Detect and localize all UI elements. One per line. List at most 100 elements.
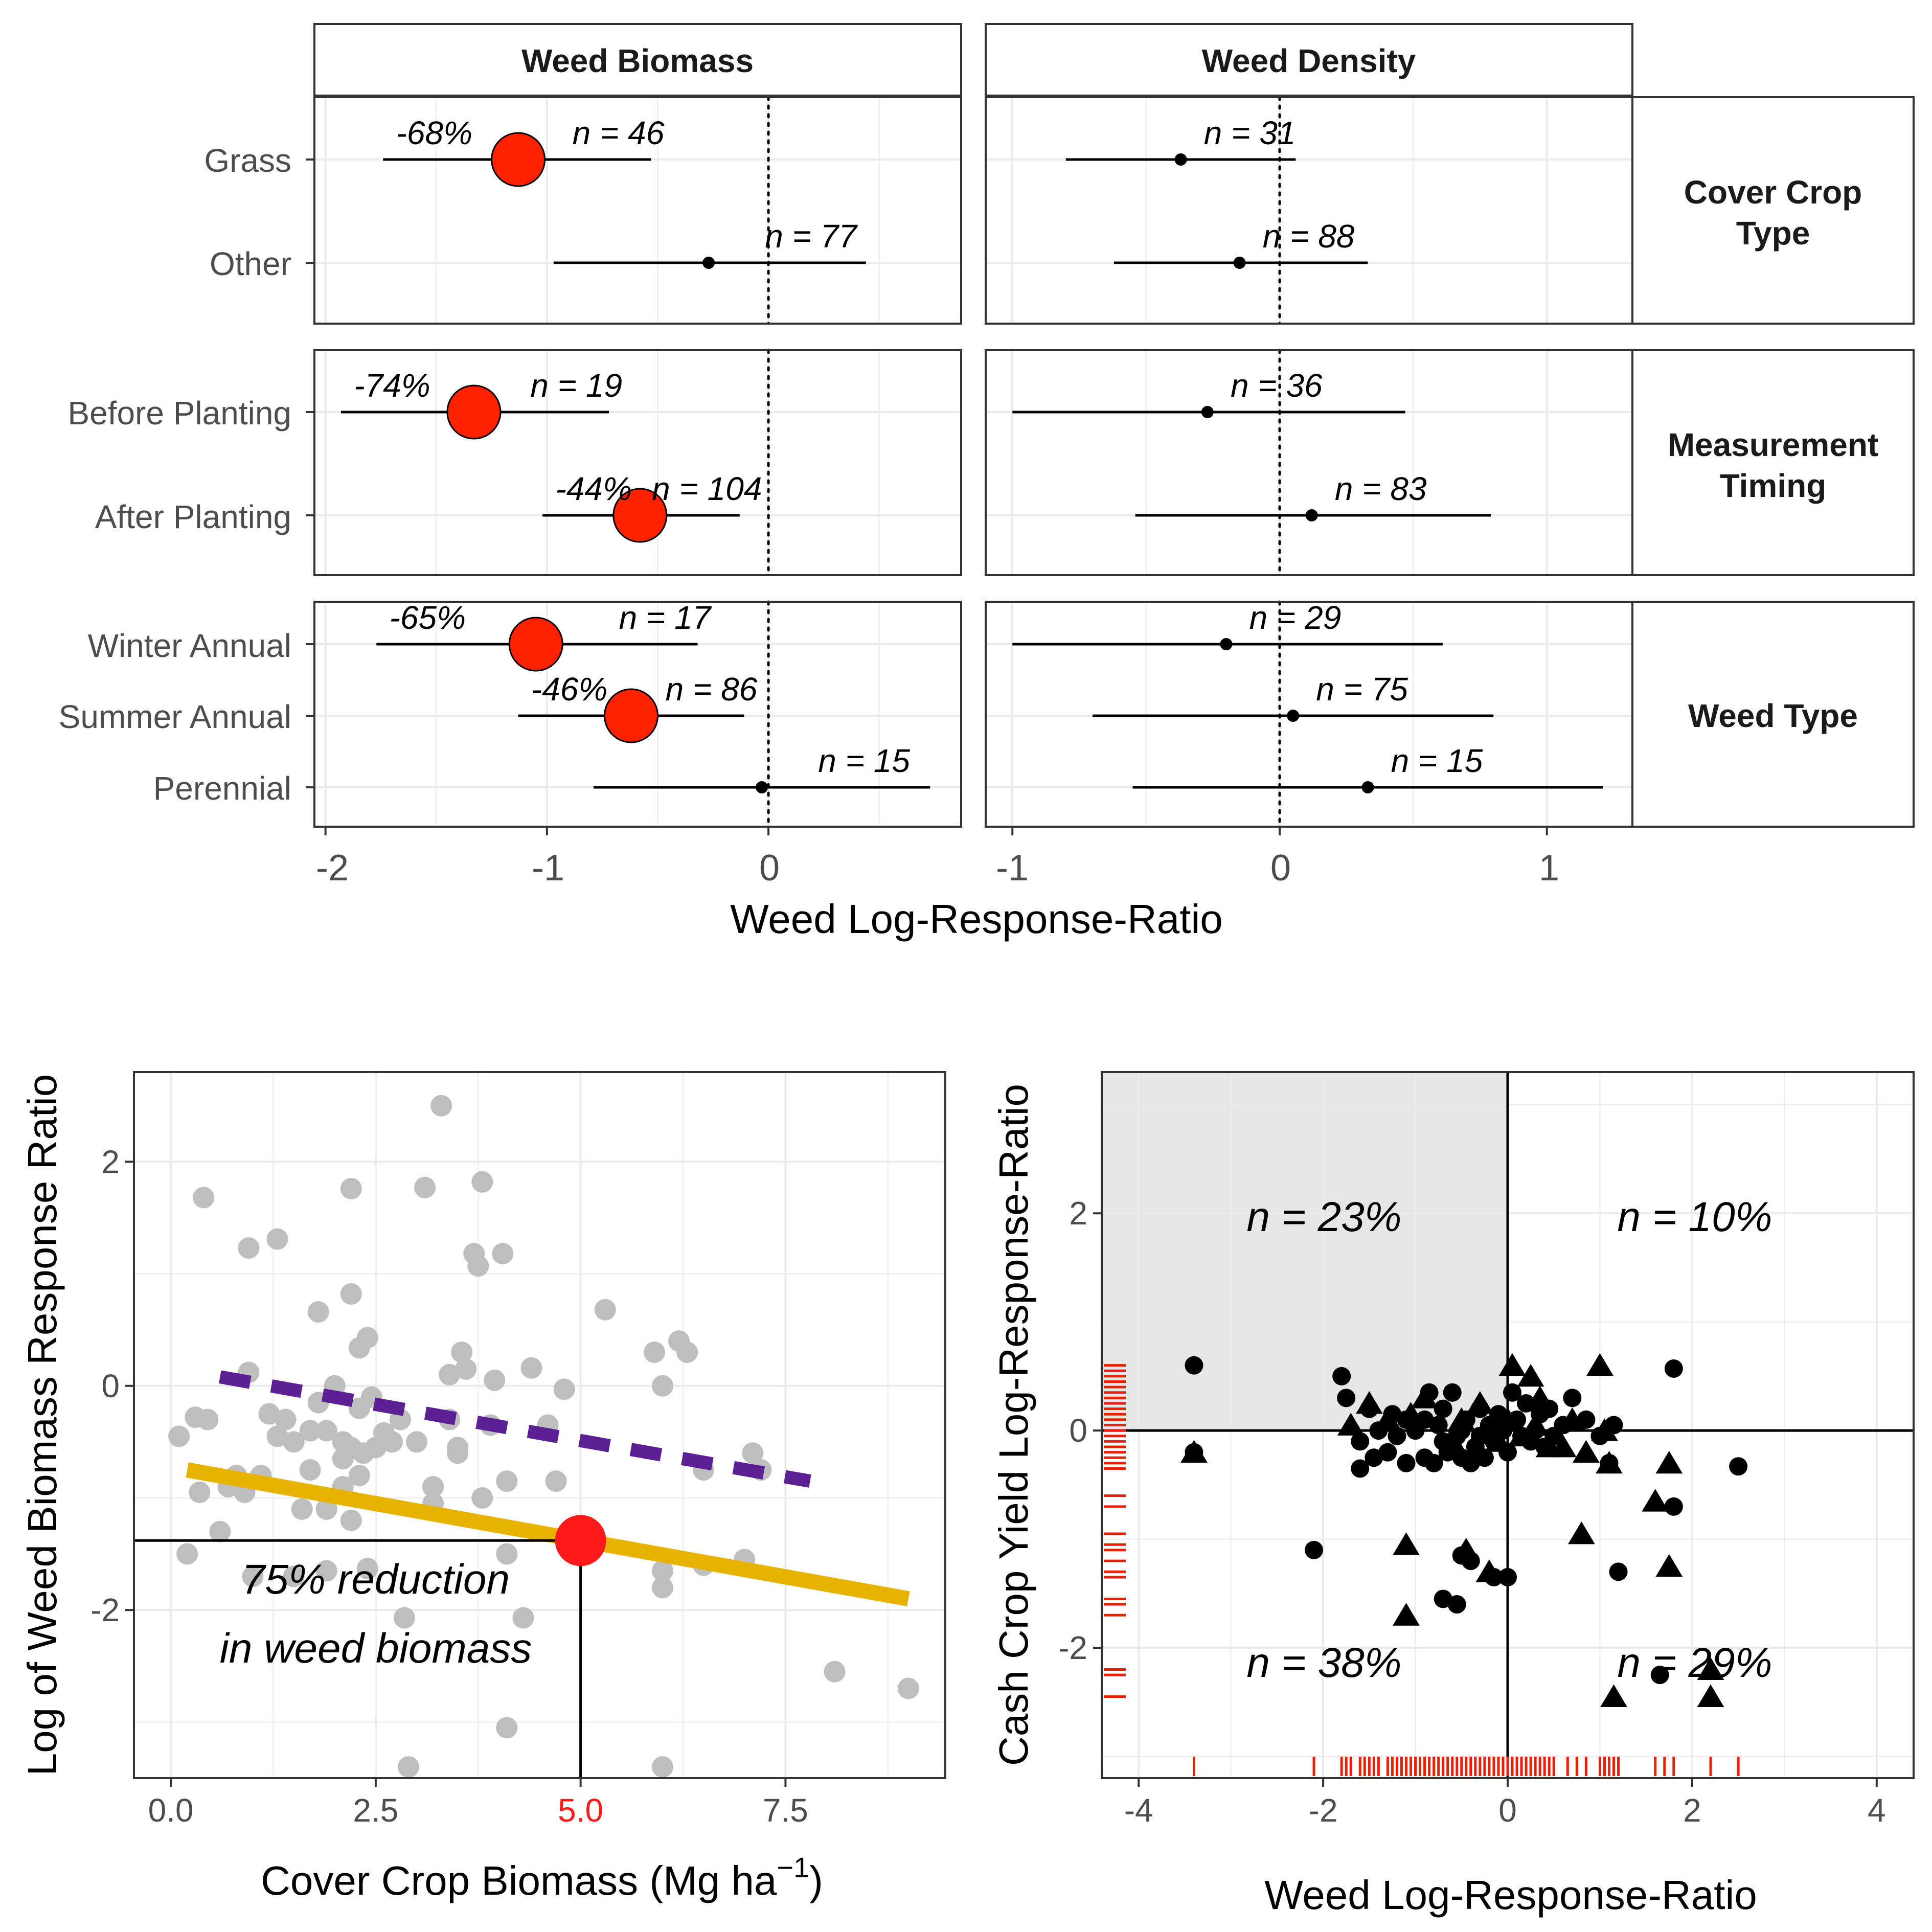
biomass-point [594,1299,616,1321]
fit-line-solid [186,1462,910,1607]
quadrant-label-top-left: n = 23% [1246,1194,1401,1240]
biomass-point [496,1470,518,1492]
biomass-point [492,1243,514,1265]
biomass-y-tick-label: -2 [90,1592,120,1628]
significant-point [446,384,502,440]
yield-point-triangle [1374,1407,1401,1430]
biomass-point [340,1177,362,1199]
yield-point-triangle [1337,1413,1365,1436]
biomass-y-tick-label: 2 [101,1143,120,1180]
biomass-point [266,1425,288,1447]
shaded-quadrant [1102,1072,1508,1431]
row-strip-label-cover-crop-type-1: Cover Crop [1684,174,1862,211]
forest-plot: Weed Biomass Weed Density Cover Crop Typ… [59,23,1915,942]
forest-panel-bg [986,350,1632,575]
n-label: n = 36 [1231,367,1323,404]
biomass-x-axis-title-close: ) [809,1858,823,1903]
yield-point-triangle [1517,1363,1544,1387]
biomass-x-axis-title-sup: −1 [777,1851,809,1883]
biomass-point [496,1543,518,1565]
facet-title-density: Weed Density [1202,42,1416,79]
biomass-point [168,1425,190,1447]
forest-x-tick-left-m2: -2 [316,848,349,889]
yield-point-triangle [1411,1385,1438,1408]
biomass-point [315,1498,337,1520]
yield-point-circle [1609,1562,1628,1581]
biomass-point [356,1327,378,1349]
biomass-point [209,1520,231,1542]
biomass-point [406,1431,428,1453]
highlight-point [555,1515,606,1566]
biomass-point [467,1255,489,1277]
biomass-x-axis-title: Cover Crop Biomass (Mg ha−1) [261,1851,823,1903]
biomass-point [484,1369,506,1391]
biomass-point [422,1476,444,1498]
biomass-point [189,1482,211,1504]
yield-point-circle [1351,1459,1370,1478]
yield-point-triangle [1591,1418,1618,1441]
yield-point-triangle [1549,1434,1577,1458]
forest-panel-border [985,96,1633,325]
yield-point-triangle [1586,1353,1613,1376]
n-label: n = 75 [1316,671,1408,708]
percent-label: -44% [556,470,632,507]
percent-label: -46% [531,671,607,708]
yield-point-triangle [1596,1450,1623,1474]
yield-point-circle [1443,1383,1462,1402]
yield-point-triangle [1355,1391,1383,1414]
row-strip-weed-type [1631,601,1915,828]
forest-row-labels: Grass Other Before Planting After Planti… [59,142,291,807]
biomass-point [643,1342,665,1363]
n-label: n = 88 [1263,218,1355,255]
yield-marks [1102,1072,1914,1778]
forest-panel-border [985,601,1633,828]
biomass-point [307,1301,329,1323]
fit-line-dashed [219,1370,811,1488]
quadrant-label-bottom-right: n = 29% [1617,1640,1772,1686]
forest-panel-bg [314,97,961,324]
row-strip-measurement-timing [1631,349,1915,576]
yield-x-tick-label: 4 [1868,1792,1886,1829]
n-label: n = 86 [666,671,758,708]
yield-y-tick-label: -2 [1058,1629,1087,1666]
percent-label: -65% [390,599,466,636]
yield-point-circle [1365,1448,1383,1467]
n-label: n = 83 [1335,470,1427,507]
significant-point [612,488,668,543]
yield-point-triangle [1572,1440,1600,1463]
n-label: n = 17 [619,599,712,636]
facet-strip-biomass [313,23,962,97]
forest-x-tick-right-0: 0 [1270,848,1291,889]
biomass-point [651,1375,673,1397]
n-label: n = 77 [765,218,858,255]
biomass-point [340,1283,362,1305]
row-label-before-planting: Before Planting [67,395,291,431]
yield-point-triangle [1452,1537,1480,1561]
biomass-point [275,1408,297,1430]
forest-panel-border [985,349,1633,576]
biomass-point [471,1487,493,1509]
n-label: n = 19 [530,367,622,404]
yield-point-triangle [1494,1407,1521,1430]
facet-strip-density [985,23,1633,97]
biomass-point [238,1237,260,1259]
row-label-grass: Grass [204,142,291,179]
estimate-point [702,257,715,269]
biomass-point [553,1378,575,1400]
yield-point-circle [1664,1359,1683,1378]
yield-ticks: -4 -2 0 2 4 2 0 -2 [1058,1195,1886,1829]
biomass-point [414,1176,436,1198]
significant-point [491,132,546,187]
biomass-point [824,1661,846,1683]
row-label-winter-annual: Winter Annual [88,627,291,664]
biomass-point [283,1431,305,1453]
biomass-point [299,1420,321,1442]
biomass-gridlines [134,1072,945,1778]
yield-point-triangle [1180,1440,1208,1463]
yield-point-circle [1378,1443,1397,1462]
biomass-point [451,1342,473,1363]
estimate-point [1201,406,1214,418]
forest-panel-border [313,96,962,325]
biomass-marks [134,1095,919,1778]
